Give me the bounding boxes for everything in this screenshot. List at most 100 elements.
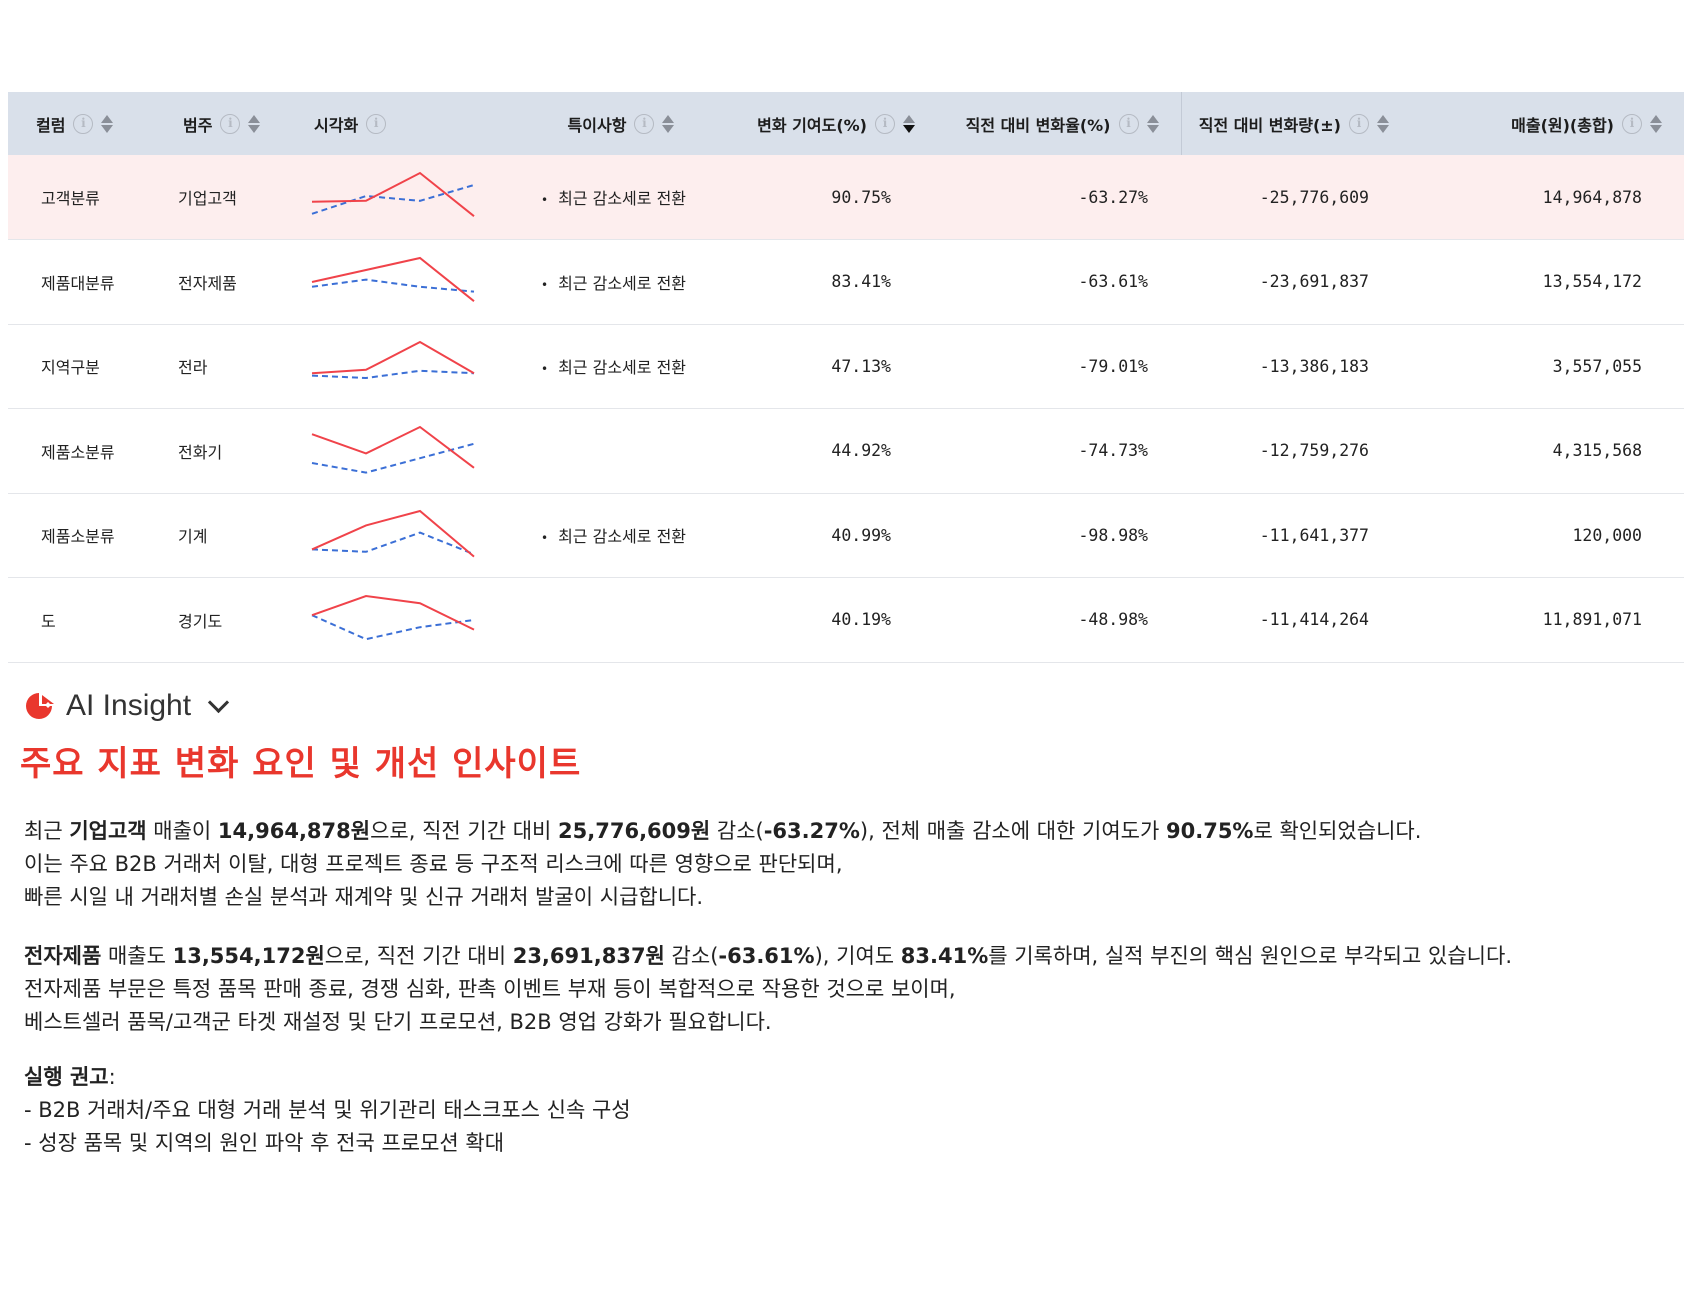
text-run: 로 확인되었습니다.: [1253, 819, 1422, 843]
cell-category: 기계: [178, 527, 208, 547]
cell-change-rate: -63.61%: [1078, 272, 1148, 292]
column-header-label: 매출(원)(총합): [1511, 115, 1614, 135]
analysis-table: 컬럼 i 범주 i 시각화 i 특이사항 i 변화 기여도(%) i 직전 대비 변화율(%) i 직전…: [8, 92, 1684, 663]
cell-note: • 최근 감소세로 전환: [531, 324, 711, 409]
sparkline-previous-period: [311, 531, 475, 556]
text-run: ), 전체 매출 감소에 대한 기여도가: [859, 819, 1166, 843]
info-icon[interactable]: i: [1622, 113, 1642, 134]
sort-icon[interactable]: [248, 114, 261, 133]
cell-visualization: [286, 493, 531, 578]
sparkline-current-period: [311, 171, 475, 217]
cell-category: 기업고객: [178, 189, 237, 208]
table-row[interactable]: 고객분류 기업고객 • 최근 감소세로 전환 90.75% -63.27% -25,776,…: [8, 155, 1684, 240]
table-row[interactable]: 도 경기도 40.19% -48.98% -11,414,264 11,891,071: [8, 578, 1684, 663]
cell-sales: 13,554,172: [1542, 272, 1642, 292]
sparkline-chart: [311, 171, 475, 217]
cell-note: • 최근 감소세로 전환: [531, 155, 711, 240]
bullet-icon: •: [541, 362, 549, 377]
sparkline-previous-period: [311, 278, 475, 293]
column-header-5[interactable]: 직전 대비 변화율(%) i: [937, 92, 1182, 155]
column-header-label: 특이사항: [567, 115, 627, 135]
actions-title: 실행 권고:: [24, 1065, 116, 1089]
sparkline-current-period: [311, 510, 475, 558]
emphasis-text: 83.41%: [900, 944, 989, 968]
ai-logo-icon: [26, 693, 54, 719]
cell-contribution: 83.41%: [831, 272, 891, 292]
cell-category: 전라: [178, 358, 208, 378]
table-row[interactable]: 제품소분류 기계 • 최근 감소세로 전환 40.99% -98.98% -11,641,3…: [8, 493, 1684, 578]
cell-visualization: [286, 240, 531, 325]
emphasis-text: 23,691,837원: [512, 944, 665, 968]
cell-note: • 최근 감소세로 전환: [531, 240, 711, 325]
text-line: - 성장 품목 및 지역의 원인 파악 후 전국 프로모션 확대: [24, 1131, 505, 1155]
sparkline-chart: [311, 341, 475, 380]
insight-paragraph-1-lead: 최근 기업고객 매출이 14,964,878원으로, 직전 기간 대비 25,7…: [24, 815, 1664, 848]
column-header-label: 범주: [183, 115, 213, 135]
sort-icon[interactable]: [662, 114, 675, 133]
info-icon[interactable]: i: [1349, 113, 1369, 134]
bullet-icon: •: [541, 531, 549, 546]
ai-insight-toggle[interactable]: AI Insight: [24, 686, 1664, 726]
cell-column: 제품소분류: [41, 527, 115, 547]
table-row[interactable]: 지역구분 전라 • 최근 감소세로 전환 47.13% -79.01% -13,386,18…: [8, 324, 1684, 409]
text-run: 으로, 직전 기간 대비: [370, 819, 559, 843]
table-row[interactable]: 제품대분류 전자제품 • 최근 감소세로 전환 83.41% -63.61% -23,691…: [8, 240, 1684, 325]
sparkline-chart: [311, 594, 475, 640]
emphasis-text: 14,964,878원: [217, 819, 371, 843]
info-icon[interactable]: i: [1118, 113, 1139, 134]
emphasis-text: 25,776,609원: [558, 819, 711, 843]
cell-contribution: 44.92%: [831, 441, 891, 461]
column-header-2[interactable]: 시각화 i: [286, 92, 531, 155]
cell-column: 제품소분류: [41, 442, 115, 462]
sort-icon[interactable]: [1377, 114, 1389, 133]
sparkline-current-period: [311, 256, 475, 302]
text-line: - B2B 거래처/주요 대형 거래 분석 및 위기관리 태스크포스 신속 구성: [24, 1098, 631, 1122]
sparkline-chart: [311, 510, 475, 558]
cell-visualization: [286, 578, 531, 663]
emphasis-text: -63.61%: [718, 944, 815, 968]
info-icon[interactable]: i: [875, 113, 895, 134]
text-run: 매출도: [101, 944, 173, 968]
column-header-1[interactable]: 범주 i: [155, 92, 286, 155]
sparkline-previous-period: [311, 442, 475, 474]
bullet-icon: •: [541, 193, 549, 207]
cell-contribution: 47.13%: [831, 356, 891, 376]
cell-change-rate: -98.98%: [1078, 525, 1148, 545]
cell-change-rate: -48.98%: [1078, 610, 1148, 630]
column-header-3[interactable]: 특이사항 i: [531, 92, 711, 155]
cell-sales: 120,000: [1572, 525, 1642, 545]
cell-sales: 11,891,071: [1542, 610, 1642, 630]
text-run: 감소(: [710, 819, 764, 843]
cell-visualization: [286, 409, 531, 494]
sort-icon[interactable]: [1650, 114, 1662, 133]
sort-icon[interactable]: [903, 114, 915, 133]
sort-icon[interactable]: [1146, 114, 1159, 133]
cell-change-rate: -79.01%: [1078, 356, 1148, 376]
cell-note: • 최근 감소세로 전환: [531, 493, 711, 578]
text-run: 매출이: [146, 819, 218, 843]
text-run: 최근: [24, 819, 70, 843]
column-header-6[interactable]: 직전 대비 변화량(±) i: [1181, 92, 1411, 155]
info-icon[interactable]: i: [220, 113, 241, 134]
sparkline-previous-period: [311, 614, 475, 640]
ai-insight-label: AI Insight: [66, 689, 192, 722]
insight-paragraph-1: 최근 기업고객 매출이 14,964,878원으로, 직전 기간 대비 25,7…: [24, 815, 1664, 914]
info-icon[interactable]: i: [366, 113, 387, 134]
column-header-0[interactable]: 컬럼 i: [8, 92, 155, 155]
text-line: 전자제품 부문은 특정 품목 판매 종료, 경쟁 심화, 판촉 이벤트 부재 등…: [24, 977, 956, 1001]
emphasis-text: 기업고객: [69, 819, 147, 843]
column-header-4[interactable]: 변화 기여도(%) i: [711, 92, 937, 155]
chevron-down-icon[interactable]: [207, 691, 230, 713]
column-header-label: 시각화: [314, 115, 359, 135]
table-row[interactable]: 제품소분류 전화기 44.92% -74.73% -12,759,276 4,315,56…: [8, 409, 1684, 494]
info-icon[interactable]: i: [73, 113, 94, 134]
cell-change-amount: -13,386,183: [1259, 356, 1369, 376]
column-header-7[interactable]: 매출(원)(총합) i: [1411, 92, 1684, 155]
cell-visualization: [286, 155, 531, 240]
sparkline-current-period: [311, 341, 475, 375]
insight-paragraph-2-body: 전자제품 부문은 특정 품목 판매 종료, 경쟁 심화, 판촉 이벤트 부재 등…: [24, 973, 1664, 1039]
sort-icon[interactable]: [101, 114, 114, 133]
emphasis-text: 90.75%: [1166, 819, 1254, 843]
emphasis-text: -63.27%: [763, 819, 860, 843]
info-icon[interactable]: i: [634, 113, 655, 134]
